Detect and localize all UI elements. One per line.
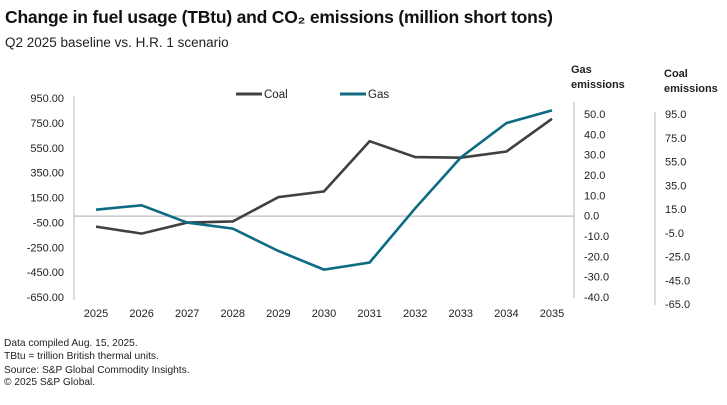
coal-emissions-axis-title: Coal emissions	[664, 67, 718, 97]
gas-emissions-tick-label: 40.0	[584, 129, 605, 141]
x-tick-label: 2028	[221, 308, 245, 320]
gas-emissions-tick-label: 30.0	[584, 150, 605, 162]
footnote-tbtu-definition: TBtu = trillion British thermal units.	[4, 351, 159, 363]
series-lines	[95, 109, 553, 271]
gas-axis-title-line2: emissions	[571, 79, 625, 91]
gas-emissions-tick-label: 50.0	[584, 109, 605, 121]
gas-axis-title-line1: Gas	[571, 64, 592, 76]
chart-title: Change in fuel usage (TBtu) and CO₂ emis…	[5, 7, 553, 27]
x-tick-label: 2030	[312, 308, 336, 320]
gas-emissions-tick-label: -20.0	[584, 251, 609, 263]
y-tick-label: -650.00	[27, 292, 64, 304]
chart-subtitle: Q2 2025 baseline vs. H.R. 1 scenario	[5, 35, 229, 50]
footnote-copyright: © 2025 S&P Global.	[4, 376, 96, 388]
coal-emissions-tick-label: -5.0	[665, 228, 684, 240]
coal-emissions-tick-label: -25.0	[665, 252, 690, 264]
y-tick-label: 550.00	[30, 143, 64, 155]
coal-emissions-tick-label: 35.0	[665, 180, 686, 192]
y-tick-label: 150.00	[30, 193, 64, 205]
footnote-source: Source: S&P Global Commodity Insights.	[4, 364, 190, 376]
x-tick-label: 2031	[357, 308, 381, 320]
legend: Coal Gas	[236, 89, 389, 101]
gas-emissions-tick-label: -40.0	[584, 292, 609, 304]
series-line-gas	[95, 109, 553, 271]
legend-label-gas: Gas	[368, 89, 389, 101]
coal-emissions-tick-label: 15.0	[665, 204, 686, 216]
coal-emissions-tick-label: 95.0	[665, 109, 686, 121]
x-tick-label: 2034	[494, 308, 518, 320]
coal-emissions-tick-label: 55.0	[665, 157, 686, 169]
gas-emissions-tick-label: -10.0	[584, 231, 609, 243]
x-tick-label: 2035	[540, 308, 564, 320]
coal-emissions-tick-label: 75.0	[665, 133, 686, 145]
gas-emissions-tick-label: 20.0	[584, 170, 605, 182]
gas-emissions-tick-label: -30.0	[584, 272, 609, 284]
coal-emissions-tick-label: -45.0	[665, 275, 690, 287]
footnote-data-compiled: Data compiled Aug. 15, 2025.	[4, 338, 138, 349]
x-tick-label: 2032	[403, 308, 427, 320]
axes	[73, 96, 656, 305]
coal-axis-title-line2: emissions	[664, 83, 718, 95]
gas-emissions-axis-title: Gas emissions	[571, 63, 625, 93]
tick-labels: 950.00 750.00 550.00 350.00 150.00 -50.00 -250…	[27, 93, 690, 320]
legend-label-coal: Coal	[264, 89, 288, 101]
y-tick-label: -450.00	[27, 267, 64, 279]
x-tick-label: 2025	[84, 308, 108, 320]
gas-emissions-tick-label: 0.0	[584, 211, 599, 223]
series-line-coal	[95, 117, 553, 235]
coal-emissions-tick-label: -65.0	[665, 299, 690, 311]
gas-emissions-tick-label: 10.0	[584, 190, 605, 202]
x-tick-label: 2026	[129, 308, 153, 320]
y-tick-label: 350.00	[30, 168, 64, 180]
x-tick-label: 2033	[449, 308, 473, 320]
y-tick-label: -250.00	[27, 242, 64, 254]
x-tick-label: 2027	[175, 308, 199, 320]
footnotes: Data compiled Aug. 15, 2025. TBtu = tril…	[4, 338, 190, 389]
y-tick-label: 950.00	[30, 93, 64, 105]
y-tick-label: 750.00	[30, 118, 64, 130]
x-tick-label: 2029	[266, 308, 290, 320]
y-tick-label: -50.00	[33, 217, 64, 229]
coal-axis-title-line1: Coal	[664, 68, 688, 80]
